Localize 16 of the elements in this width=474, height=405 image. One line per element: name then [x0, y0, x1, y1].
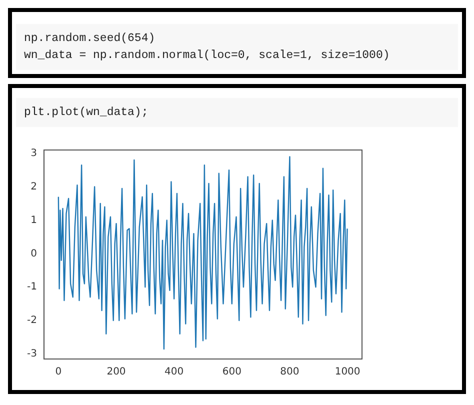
y-tick-label: -3 [26, 348, 37, 360]
y-tick-label: -2 [26, 315, 37, 326]
text: plt.plot(wn_data); [24, 105, 150, 121]
text: wn_data = np.random.normal(loc=0, scale=1, size=1000) [24, 48, 391, 64]
y-tick-label: 0 [30, 248, 37, 260]
x-tick-label: 0 [55, 366, 62, 378]
y-tick-label: 3 [30, 148, 37, 159]
y-tick-label: -1 [26, 282, 37, 293]
x-tick-label: 1000 [334, 366, 360, 378]
x-tick-label: 800 [280, 366, 300, 378]
x-tick-label: 200 [106, 366, 126, 378]
x-tick-label: 600 [222, 366, 242, 378]
x-tick-label: 400 [164, 366, 184, 378]
y-tick-label: 2 [30, 181, 37, 192]
y-tick-label: 1 [30, 214, 37, 226]
text: np.random.seed(654) [24, 31, 156, 47]
